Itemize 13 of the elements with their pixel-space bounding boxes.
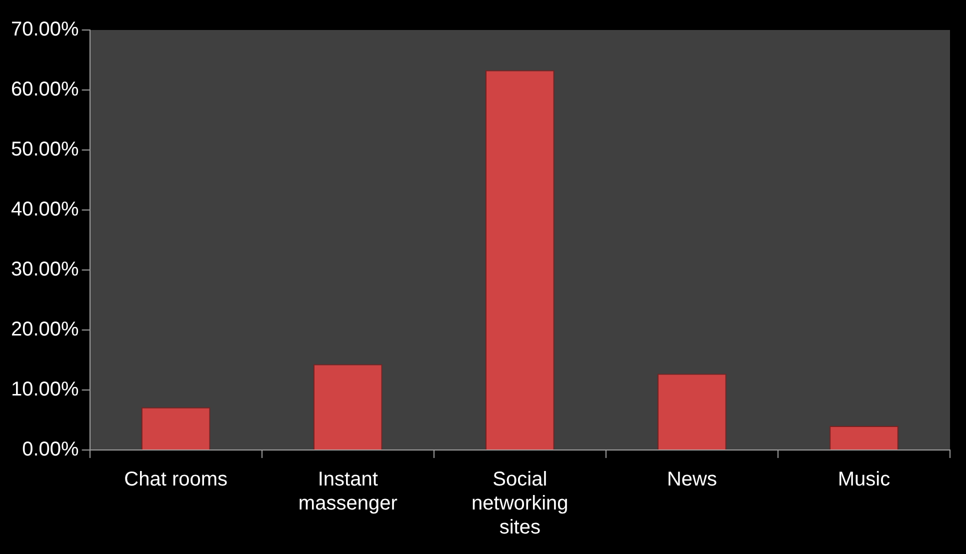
x-tick-label: Chat rooms [124, 468, 228, 491]
y-tick-label: 50.00% [10, 138, 80, 161]
y-tick-label: 0.00% [22, 438, 80, 461]
y-tick-label: 30.00% [10, 258, 80, 281]
x-tick-label: News [666, 468, 717, 491]
y-tick-label: 10.00% [10, 378, 80, 401]
x-tick-label: Social networking sites [472, 468, 568, 539]
y-tick-label: 70.00% [10, 18, 80, 41]
y-tick-label: 40.00% [10, 198, 80, 221]
y-tick-label: 60.00% [10, 78, 80, 101]
x-tick-label: Instant massenger [298, 468, 398, 515]
x-tick-label: Music [838, 468, 890, 491]
y-tick-label: 20.00% [10, 318, 80, 341]
